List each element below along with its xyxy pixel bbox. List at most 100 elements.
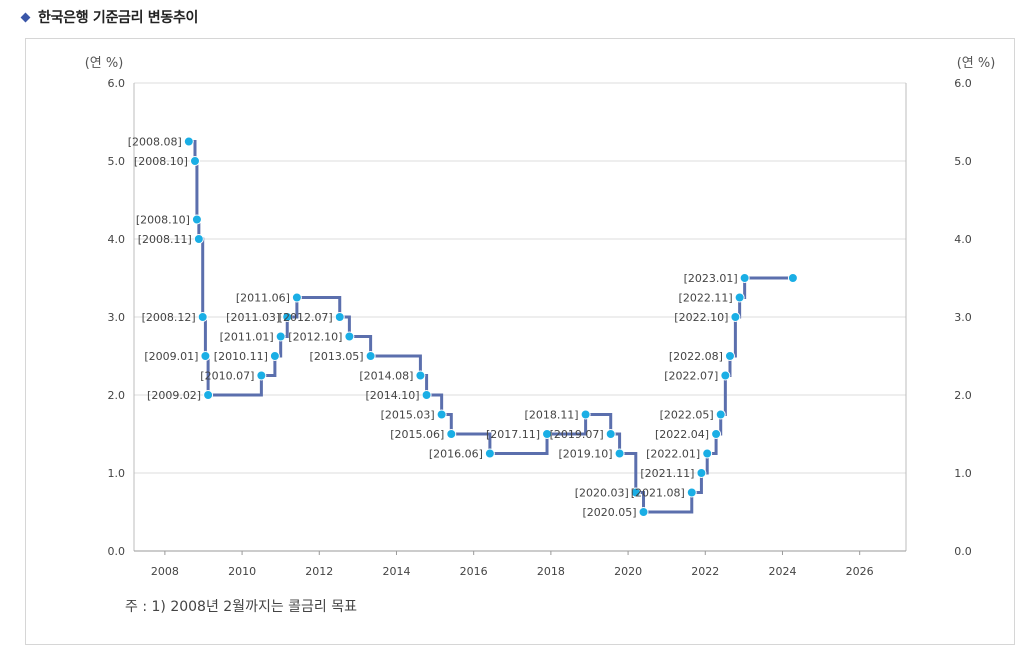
y-tick-label-right: 1.0	[954, 467, 972, 480]
y-tick-label-right: 6.0	[954, 77, 972, 90]
header: 한국은행 기준금리 변동추이	[20, 6, 199, 28]
data-label: [2011.06]	[236, 292, 290, 305]
data-label: [2018.11]	[525, 409, 579, 422]
y-tick-label-right: 4.0	[954, 233, 972, 246]
data-point[interactable]	[275, 331, 286, 342]
data-label: [2011.03]	[226, 311, 280, 324]
data-label: [2008.10]	[134, 155, 188, 168]
data-label: [2023.01]	[684, 272, 738, 285]
data-label: [2009.02]	[147, 389, 201, 402]
data-point[interactable]	[696, 468, 707, 478]
data-label: [2015.06]	[390, 428, 444, 441]
data-point[interactable]	[189, 156, 200, 166]
data-point[interactable]	[734, 292, 745, 303]
axes: 0.0 0.0 1.0 1.0 2.0 2.0 3.0 3.0 4.0 4.0 5.0 5.0 6.0 6…	[108, 77, 972, 578]
data-label: [2012.07]	[279, 311, 333, 324]
data-label: [2010.11]	[214, 350, 268, 363]
footnote: 주 : 1) 2008년 2월까지는 콜금리 목표	[125, 599, 358, 615]
data-label: [2008.08]	[128, 136, 182, 149]
data-label: [2022.08]	[669, 350, 723, 363]
y-tick-label-right: 3.0	[954, 311, 972, 324]
y-tick-label-left: 1.0	[108, 467, 126, 480]
data-point[interactable]	[421, 390, 432, 400]
data-point[interactable]	[614, 448, 625, 459]
data-label: [2020.05]	[582, 506, 636, 519]
data-point[interactable]	[197, 312, 208, 322]
data-point[interactable]	[446, 429, 457, 439]
y-axis-label-left: (연 %)	[85, 56, 124, 71]
data-point[interactable]	[282, 312, 293, 322]
data-label: [2012.10]	[288, 331, 342, 344]
data-point[interactable]	[200, 351, 211, 361]
data-point[interactable]	[334, 312, 345, 322]
x-tick-label: 2020	[614, 565, 642, 578]
x-tick-label: 2022	[691, 565, 719, 578]
y-tick-label-right: 2.0	[954, 389, 972, 402]
data-point[interactable]	[193, 234, 204, 244]
data-point[interactable]	[739, 273, 750, 283]
data-label: [2008.11]	[138, 233, 192, 246]
data-point[interactable]	[542, 429, 553, 439]
data-label: [2017.11]	[486, 428, 540, 441]
data-point[interactable]	[730, 312, 741, 322]
data-point[interactable]	[711, 429, 722, 439]
data-point[interactable]	[605, 429, 616, 439]
data-point[interactable]	[365, 351, 376, 361]
data-point[interactable]	[269, 351, 280, 361]
data-label: [2014.10]	[366, 389, 420, 402]
page-title: 한국은행 기준금리 변동추이	[38, 10, 199, 26]
data-label: [2015.03]	[381, 409, 435, 422]
data-label: [2016.06]	[429, 448, 483, 461]
data-point[interactable]	[638, 507, 649, 517]
data-label: [2009.01]	[144, 350, 198, 363]
data-label: [2022.01]	[646, 448, 700, 461]
series-line-path	[188, 140, 793, 514]
data-point[interactable]	[580, 409, 591, 420]
data-point[interactable]	[436, 409, 447, 420]
data-label: [2019.10]	[559, 448, 613, 461]
y-tick-label-left: 0.0	[108, 545, 126, 558]
data-point[interactable]	[715, 409, 726, 420]
data-point[interactable]	[183, 136, 194, 147]
data-labels: [2008.08] [2008.10] [2008.10] [2008.11] [200…	[128, 136, 738, 520]
data-label: [2008.12]	[142, 311, 196, 324]
data-label: [2019.07]	[550, 428, 604, 441]
data-label: [2022.07]	[664, 370, 718, 383]
data-label: [2021.11]	[640, 467, 694, 480]
y-tick-label-right: 5.0	[954, 155, 972, 168]
y-tick-label-right: 0.0	[954, 545, 972, 558]
x-tick-label: 2026	[846, 565, 874, 578]
data-point[interactable]	[724, 351, 735, 361]
series-line	[188, 140, 793, 514]
y-tick-label-left: 2.0	[108, 389, 126, 402]
data-point[interactable]	[344, 331, 355, 342]
y-tick-label-left: 5.0	[108, 155, 126, 168]
data-point[interactable]	[484, 448, 495, 459]
data-point[interactable]	[256, 370, 267, 381]
data-point[interactable]	[203, 390, 214, 400]
data-point[interactable]	[787, 273, 798, 283]
data-label: [2022.05]	[660, 409, 714, 422]
x-tick-label: 2012	[305, 565, 333, 578]
x-tick-label: 2008	[151, 565, 179, 578]
data-label: [2021.08]	[631, 487, 685, 500]
x-tick-label: 2016	[460, 565, 488, 578]
data-point[interactable]	[686, 487, 697, 498]
x-tick-label: 2010	[228, 565, 256, 578]
data-point[interactable]	[720, 370, 731, 381]
data-label: [2022.04]	[655, 428, 709, 441]
y-tick-label-left: 4.0	[108, 233, 126, 246]
data-point[interactable]	[191, 214, 202, 225]
data-label: [2008.10]	[136, 214, 190, 227]
data-label: [2020.03]	[575, 487, 629, 500]
data-label: [2011.01]	[220, 331, 274, 344]
data-label: [2013.05]	[310, 350, 364, 363]
data-point[interactable]	[630, 487, 641, 498]
data-point[interactable]	[291, 292, 302, 303]
data-label: [2010.07]	[200, 370, 254, 383]
data-label: [2022.11]	[679, 292, 733, 305]
data-point[interactable]	[415, 370, 426, 381]
x-tick-label: 2014	[382, 565, 410, 578]
data-point[interactable]	[702, 448, 713, 459]
